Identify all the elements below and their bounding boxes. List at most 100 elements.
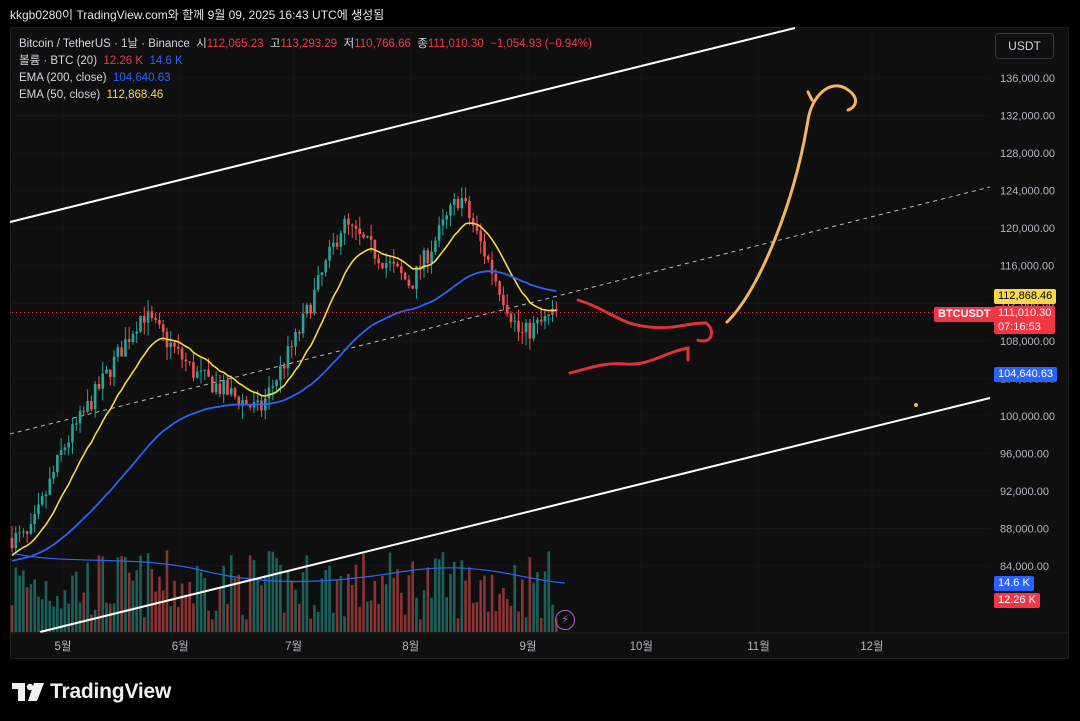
candle-body [29,524,33,534]
lightning-icon[interactable]: ⚡ [555,610,575,630]
change-value: −1,054.93 (−0.94%) [490,38,592,50]
volume-bar [396,569,399,632]
volume-bar [226,603,229,632]
volume-bar [282,612,286,632]
volume-bar [229,555,233,632]
volume-bar [154,591,157,632]
volume-bar [44,580,48,632]
volume-bar [426,567,430,632]
candle-body [407,279,411,286]
tradingview-logo[interactable]: TradingView [12,679,171,705]
volume-bar [347,573,350,632]
candle-body [528,322,532,339]
high-value: 113,293.29 [280,38,338,50]
ema200-value: 104,640.63 [112,72,171,84]
volume-bar [551,604,554,632]
volume-bar [214,610,218,632]
candle-body [131,333,135,342]
candle-body [14,533,18,549]
volume-bar [328,565,331,632]
volume-bar [494,611,498,632]
ema50-price-tag: 112,868.46 [994,289,1057,304]
volume-bar [430,597,433,632]
candle-body [290,346,294,348]
volume-bar [377,604,380,632]
x-tick-label: 9월 [519,640,536,653]
y-tick-label: 88,000.00 [1000,523,1049,535]
low-label: 저 [343,38,355,50]
candle-body [184,359,188,362]
candle-body [305,304,309,314]
volume-bar [400,592,403,632]
volume-bar [188,582,191,632]
volume-bar [521,579,524,632]
close-value: 111,010.30 [427,38,484,50]
legend-volume-row[interactable]: 볼륨 · BTC (20) 12.26 K 14.6 K [19,53,592,70]
y-tick-label: 120,000.00 [1000,223,1055,235]
currency-button[interactable]: USDT [995,33,1054,59]
volume-bar [218,588,222,632]
volume-value: 12.26 K [103,55,144,67]
candle-body [471,218,475,226]
candle-body [116,347,120,357]
candle-body [309,304,312,314]
candle-body [173,342,176,347]
red-arrow-lower [568,346,690,375]
volume-bar [10,605,14,632]
bar-countdown: 07:16:53 [998,321,1041,333]
volume-bar [449,573,452,632]
candle-body [536,319,539,324]
volume-bar [381,575,384,632]
candle-body [324,260,328,273]
candle-body [388,261,392,264]
x-tick-label: 11월 [747,640,770,653]
candle-body [10,537,14,549]
volume-bar [434,558,437,632]
volume-bar [524,617,528,632]
y-tick-label: 100,000.00 [1000,411,1055,423]
volume-bar [177,606,180,632]
candle-body [74,423,78,425]
candle-body [37,504,40,515]
volume-bar [320,578,324,632]
volume-bar [82,592,86,632]
trend-channel [9,27,991,633]
volume-bar [33,579,36,632]
candle-body [532,323,535,339]
user-drawings [568,84,918,407]
volume-bar [260,585,263,632]
candle-body [120,347,123,357]
candle-body [392,261,396,264]
volume-bar [543,571,547,632]
candle-body [521,331,524,333]
candle-body [475,225,479,231]
open-label: 시 [196,38,207,50]
candle-body [275,380,278,387]
candle-body [282,365,286,369]
volume-bar [332,612,335,632]
volume-bar [471,602,475,632]
x-tick-label: 12월 [860,640,883,653]
price-axis: 84,000.00 88,000.00 92,000.00 96,000.00 100,… [1000,73,1055,573]
chart-frame[interactable] [10,27,1069,659]
volume-bar [40,599,44,632]
candle-body [154,318,157,321]
volume-bar [203,577,207,632]
candle-body [139,315,142,332]
volume-bar [313,605,316,632]
candle-body [400,266,403,273]
volume-bar [358,606,362,632]
legend-ema200-row[interactable]: EMA (200, close) 104,640.63 [19,70,592,87]
symbol-label[interactable]: Bitcoin / TetherUS · 1날 · Binance [19,38,190,50]
volume-bar [139,555,142,632]
volume-bar [25,587,29,632]
candle-body [343,218,346,234]
legend-ema50-row[interactable]: EMA (50, close) 112,868.46 [19,87,592,104]
volume-bar [452,561,456,632]
candle-body [415,266,418,289]
candle-body [426,250,430,264]
candle-body [411,285,414,289]
candle-body [347,218,350,225]
volume-bar [373,580,377,632]
